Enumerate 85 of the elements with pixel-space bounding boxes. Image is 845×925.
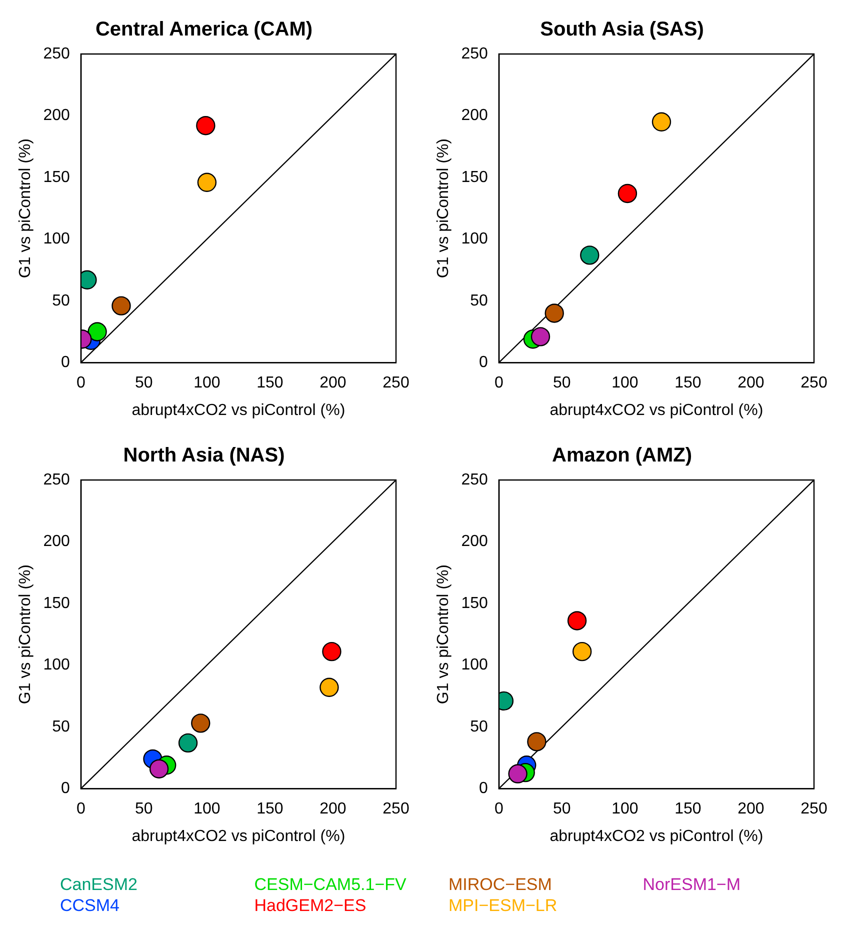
y-tick-label: 200 — [43, 107, 70, 124]
point — [320, 678, 339, 697]
point — [191, 714, 210, 733]
y-tick-label: 200 — [461, 533, 488, 550]
x-tick-label: 250 — [800, 800, 828, 818]
x-tick-label: 100 — [612, 374, 638, 392]
text: HadGEM2−ES — [254, 895, 368, 916]
chart-title: Central America (CAM) — [95, 18, 313, 41]
x-tick-label: 200 — [738, 800, 764, 818]
point — [149, 759, 169, 778]
y-axis-title: G1 vs piControl (%) — [435, 564, 452, 704]
x-tick-label: 0 — [494, 374, 504, 392]
x-tick-label: 150 — [674, 374, 702, 392]
chart-title: Amazon (AMZ) — [552, 444, 692, 467]
x-tick-label: 0 — [76, 800, 86, 818]
text: CCSM4 — [60, 895, 121, 916]
x-tick-label: 50 — [135, 374, 153, 392]
x-tick-label: 100 — [194, 800, 220, 818]
text: CanESM2 — [60, 874, 138, 895]
y-tick-label: 100 — [461, 230, 488, 248]
y-tick-label: 100 — [43, 230, 70, 248]
x-axis-title: abrupt4xCO2 vs piControl (%) — [132, 402, 346, 419]
point — [197, 172, 217, 192]
text: CESM−CAM5.1−FV — [254, 874, 408, 895]
x-axis-title: abrupt4xCO2 vs piControl (%) — [550, 828, 764, 845]
point — [544, 304, 564, 323]
y-tick-label: 150 — [43, 168, 70, 186]
x-tick-label: 0 — [494, 800, 504, 818]
x-tick-label: 200 — [320, 800, 346, 818]
point — [112, 296, 131, 316]
point — [572, 642, 592, 662]
chart-title: North Asia (NAS) — [123, 444, 285, 467]
x-tick-label: 200 — [320, 374, 346, 392]
y-tick-label: 50 — [52, 292, 70, 310]
x-axis-title: abrupt4xCO2 vs piControl (%) — [550, 402, 764, 419]
y-tick-label: 50 — [470, 718, 488, 736]
point — [88, 322, 107, 342]
y-tick-label: 250 — [43, 45, 70, 62]
y-tick-label: 250 — [43, 471, 70, 488]
x-tick-label: 50 — [135, 800, 153, 818]
x-tick-label: 250 — [382, 374, 410, 392]
x-tick-label: 200 — [738, 374, 764, 392]
y-axis-title: G1 vs piControl (%) — [17, 138, 34, 278]
point — [567, 611, 587, 630]
y-tick-label: 0 — [478, 780, 488, 798]
x-axis-title: abrupt4xCO2 vs piControl (%) — [132, 828, 346, 845]
point — [322, 642, 342, 662]
x-tick-label: 150 — [256, 374, 284, 392]
chart-title: South Asia (SAS) — [540, 18, 704, 41]
point — [196, 116, 216, 136]
y-tick-label: 150 — [461, 168, 488, 186]
point — [178, 733, 198, 753]
y-tick-label: 50 — [52, 718, 70, 736]
y-tick-label: 150 — [461, 594, 488, 612]
x-tick-label: 150 — [256, 800, 284, 818]
y-tick-label: 0 — [478, 354, 488, 372]
text: MIROC−ESM — [448, 874, 553, 895]
y-tick-label: 200 — [461, 107, 488, 124]
y-tick-label: 250 — [461, 45, 488, 62]
point — [508, 764, 528, 784]
point — [580, 246, 600, 265]
x-tick-label: 100 — [612, 800, 638, 818]
y-tick-label: 200 — [43, 533, 70, 550]
y-tick-label: 100 — [43, 656, 70, 674]
y-axis-title: G1 vs piControl (%) — [17, 564, 34, 704]
point — [652, 112, 672, 132]
x-tick-label: 100 — [194, 374, 220, 392]
y-tick-label: 0 — [60, 780, 70, 798]
point — [530, 327, 550, 346]
x-tick-label: 250 — [382, 800, 410, 818]
y-axis-title: G1 vs piControl (%) — [435, 138, 452, 278]
point — [527, 732, 546, 752]
x-tick-label: 50 — [553, 800, 571, 818]
x-tick-label: 50 — [553, 374, 571, 392]
x-tick-label: 150 — [674, 800, 702, 818]
point — [618, 184, 638, 204]
x-tick-label: 250 — [800, 374, 828, 392]
x-tick-label: 0 — [76, 374, 86, 392]
y-tick-label: 50 — [470, 292, 488, 310]
y-tick-label: 100 — [461, 656, 488, 674]
text: NorESM1−M — [642, 874, 742, 895]
text: MPI−ESM−LR — [448, 895, 558, 916]
y-tick-label: 250 — [461, 471, 488, 488]
y-tick-label: 150 — [43, 594, 70, 612]
y-tick-label: 0 — [60, 354, 70, 372]
